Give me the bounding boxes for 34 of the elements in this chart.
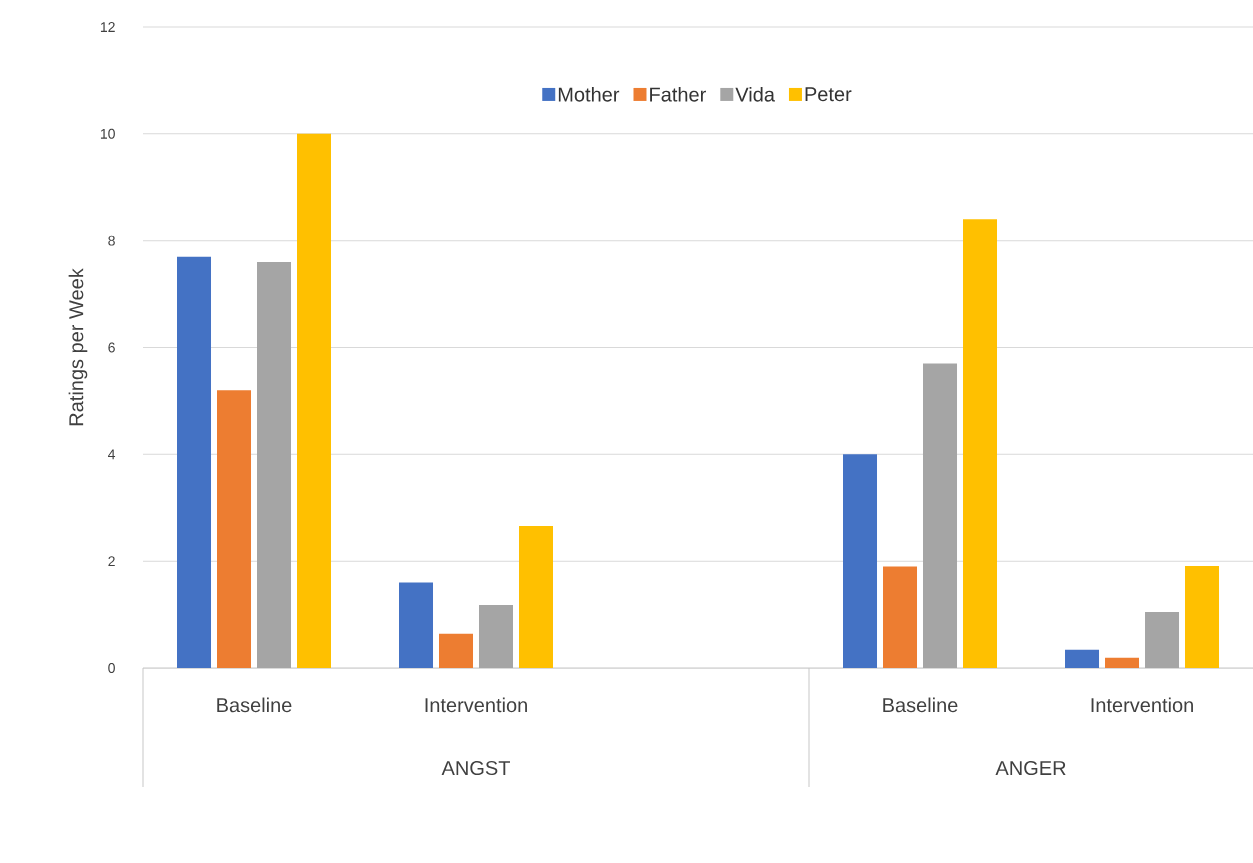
y-tick-label: 6 bbox=[108, 342, 115, 353]
bar bbox=[1065, 649, 1100, 668]
bar bbox=[883, 566, 918, 668]
text: ANGER bbox=[995, 760, 1066, 776]
bar bbox=[1185, 565, 1220, 668]
bar bbox=[297, 133, 331, 668]
bar bbox=[843, 454, 878, 668]
bar bbox=[439, 633, 474, 668]
y-tick-label: 12 bbox=[100, 22, 115, 32]
bar bbox=[519, 525, 554, 668]
x-tick-label: Baseline bbox=[883, 697, 958, 713]
legend-label: Mother bbox=[558, 86, 620, 102]
x-tick-label: Intervention bbox=[1091, 697, 1193, 713]
bar bbox=[399, 582, 433, 668]
text: ANGST bbox=[441, 760, 510, 776]
x-tick-label: Intervention bbox=[425, 697, 527, 713]
legend-label: Peter bbox=[805, 87, 852, 102]
y-tick-label: 8 bbox=[108, 235, 115, 246]
y-tick-label: 0 bbox=[108, 663, 115, 673]
y-axis-title: Ratings per Week bbox=[68, 268, 88, 426]
bar bbox=[217, 390, 252, 668]
bar bbox=[1145, 611, 1180, 668]
bar bbox=[923, 363, 958, 668]
x-tick-label: Baseline bbox=[217, 697, 292, 713]
bar bbox=[963, 219, 998, 668]
y-tick-label: 10 bbox=[100, 128, 115, 139]
y-tick-label: 2 bbox=[108, 556, 115, 567]
bar bbox=[1105, 657, 1140, 668]
bar bbox=[479, 604, 514, 668]
y-tick-label: 4 bbox=[108, 449, 116, 460]
legend-label: Father bbox=[650, 86, 706, 102]
bar bbox=[257, 262, 291, 668]
bar bbox=[177, 256, 211, 668]
legend-label: Vida bbox=[735, 86, 775, 102]
